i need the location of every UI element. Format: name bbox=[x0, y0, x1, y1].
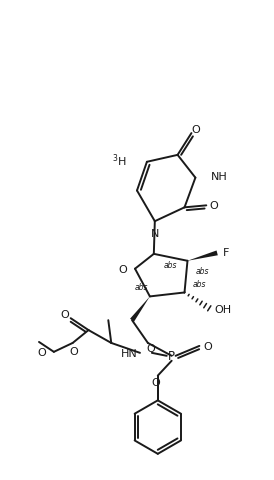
Text: O: O bbox=[152, 377, 160, 387]
Text: abs: abs bbox=[192, 279, 206, 288]
Text: OH: OH bbox=[215, 305, 232, 314]
Text: O: O bbox=[37, 347, 46, 357]
Text: O: O bbox=[118, 264, 127, 274]
Text: N: N bbox=[151, 228, 159, 239]
Text: O: O bbox=[210, 201, 219, 211]
Text: NH: NH bbox=[211, 171, 228, 181]
Text: O: O bbox=[191, 125, 200, 135]
Text: F: F bbox=[223, 247, 229, 257]
Text: O: O bbox=[69, 346, 78, 356]
Text: abs: abs bbox=[134, 283, 148, 292]
Text: HN: HN bbox=[121, 348, 138, 358]
Text: abs: abs bbox=[164, 260, 177, 269]
Polygon shape bbox=[130, 297, 150, 322]
Polygon shape bbox=[187, 251, 218, 261]
Text: O: O bbox=[60, 310, 69, 320]
Text: O: O bbox=[147, 343, 155, 353]
Text: O: O bbox=[203, 341, 212, 351]
Text: P: P bbox=[168, 349, 175, 362]
Text: abs: abs bbox=[195, 266, 209, 275]
Text: $\mathregular{^3}$H: $\mathregular{^3}$H bbox=[112, 152, 127, 169]
